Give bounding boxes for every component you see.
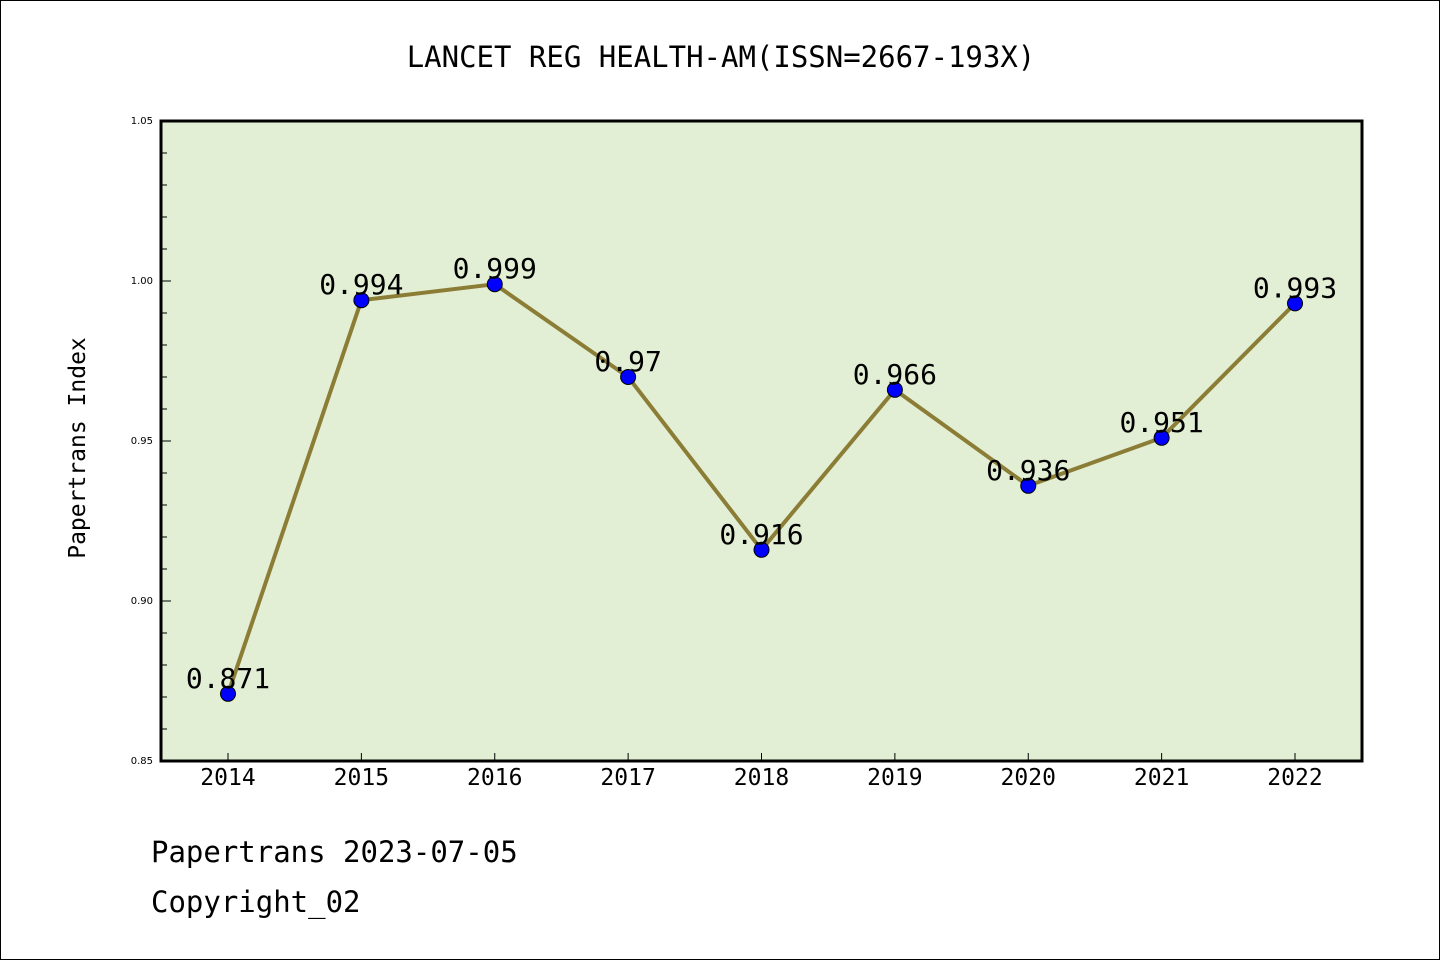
data-point [220,685,236,702]
y-tick-label: 0.95 [131,436,153,447]
y-axis-label: Papertrans Index [65,337,91,559]
footer-copyright: Copyright_02 [151,885,361,919]
data-label: 0.951 [1119,406,1203,439]
data-point [1153,429,1170,446]
y-axis: 0.85 0.90 0.95 1.00 1.05 [131,116,171,767]
data-series [220,276,1303,702]
data-label: 0.871 [186,662,270,695]
x-tick-label: 2016 [467,765,522,791]
data-labels: 0.871 0.994 0.999 0.97 0.916 0.966 0.936 0.951 0… [186,252,1337,695]
data-label: 0.994 [319,268,403,301]
data-label: 0.966 [853,358,937,391]
data-point [1287,295,1303,312]
y-tick-label: 1.00 [131,276,153,287]
x-tick-label: 2014 [200,765,255,791]
data-label: 0.97 [594,345,661,378]
x-tick-label: 2018 [734,765,789,791]
data-point [486,276,503,293]
chart-title: LANCET REG HEALTH-AM(ISSN=2667-193X) [407,40,1036,74]
x-tick-label: 2017 [600,765,655,791]
y-tick-label: 0.90 [131,596,153,607]
x-tick-label: 2020 [1001,765,1056,791]
x-tick-label: 2019 [867,765,922,791]
data-label: 0.999 [453,252,537,285]
data-label: 0.916 [719,518,803,551]
y-tick-label: 0.85 [131,756,153,767]
data-point [620,369,637,385]
x-axis: 2014 2015 2016 2017 2018 2019 2020 2021 2022 [200,753,1323,791]
data-point [353,292,370,309]
y-tick-label: 1.05 [131,116,153,127]
footer-date: Papertrans 2023-07-05 [151,835,518,869]
data-point [1020,477,1037,494]
plot-area [159,119,1364,763]
data-point [886,381,903,398]
x-tick-label: 2015 [334,765,389,791]
x-tick-label: 2022 [1267,765,1322,791]
x-tick-label: 2021 [1134,765,1189,791]
data-point [753,541,770,558]
data-label: 0.993 [1253,271,1337,304]
data-label: 0.936 [986,454,1070,487]
